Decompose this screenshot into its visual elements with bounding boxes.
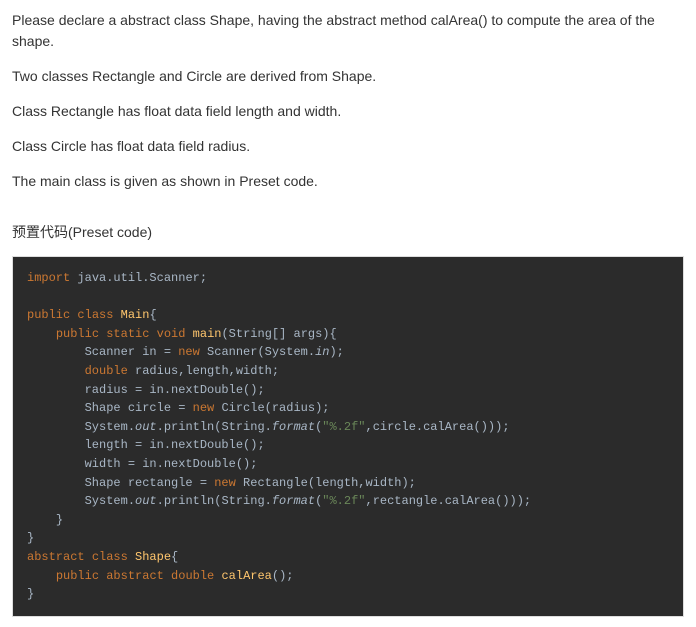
format-string: "%.2f" xyxy=(322,420,365,434)
rectangle-decl: Shape rectangle = xyxy=(85,476,215,490)
println: .println(String. xyxy=(157,494,272,508)
kw-double: double xyxy=(171,569,214,583)
kw-class: class xyxy=(77,308,113,322)
kw-new: new xyxy=(214,476,236,490)
kw-void: void xyxy=(157,327,186,341)
system-in: in xyxy=(315,345,329,359)
kw-static: static xyxy=(106,327,149,341)
calarea-sig: (); xyxy=(272,569,294,583)
kw-class: class xyxy=(92,550,128,564)
scanner-decl: Scanner in = xyxy=(85,345,179,359)
sys: System. xyxy=(85,494,135,508)
package-path: java.util.Scanner; xyxy=(77,271,207,285)
length-assign: length = in.nextDouble(); xyxy=(85,438,265,452)
format-method: format xyxy=(272,494,315,508)
circle-decl: Shape circle = xyxy=(85,401,193,415)
out-field: out xyxy=(135,420,157,434)
open-brace: { xyxy=(171,550,178,564)
kw-public: public xyxy=(56,569,99,583)
preset-code-title: 预置代码(Preset code) xyxy=(12,222,684,242)
circle-ctor: Circle(radius); xyxy=(214,401,329,415)
description-line-2: Two classes Rectangle and Circle are der… xyxy=(12,66,684,87)
code-block: import java.util.Scanner; public class M… xyxy=(12,256,684,617)
rectangle-ctor: Rectangle(length,width); xyxy=(236,476,416,490)
kw-double: double xyxy=(85,364,128,378)
circle-area-call: ,circle.calArea())); xyxy=(366,420,510,434)
kw-new: new xyxy=(193,401,215,415)
format-string: "%.2f" xyxy=(322,494,365,508)
close-brace: } xyxy=(27,587,34,601)
method-main: main xyxy=(193,327,222,341)
kw-abstract: abstract xyxy=(27,550,85,564)
method-calarea: calArea xyxy=(221,569,271,583)
println: .println(String. xyxy=(157,420,272,434)
description-line-5: The main class is given as shown in Pres… xyxy=(12,171,684,192)
kw-new: new xyxy=(178,345,200,359)
scanner-ctor: Scanner(System. xyxy=(200,345,315,359)
close-brace: } xyxy=(56,513,63,527)
format-method: format xyxy=(272,420,315,434)
radius-assign: radius = in.nextDouble(); xyxy=(85,383,265,397)
kw-import: import xyxy=(27,271,70,285)
kw-public: public xyxy=(56,327,99,341)
main-args: (String[] args){ xyxy=(221,327,336,341)
width-assign: width = in.nextDouble(); xyxy=(85,457,258,471)
class-shape: Shape xyxy=(135,550,171,564)
scanner-end: ); xyxy=(329,345,343,359)
description-line-3: Class Rectangle has float data field len… xyxy=(12,101,684,122)
class-main: Main xyxy=(121,308,150,322)
kw-abstract: abstract xyxy=(106,569,164,583)
sys: System. xyxy=(85,420,135,434)
out-field: out xyxy=(135,494,157,508)
var-list: radius,length,width; xyxy=(128,364,279,378)
close-brace: } xyxy=(27,531,34,545)
description-line-1: Please declare a abstract class Shape, h… xyxy=(12,10,684,52)
rect-area-call: ,rectangle.calArea())); xyxy=(366,494,532,508)
description-line-4: Class Circle has float data field radius… xyxy=(12,136,684,157)
kw-public: public xyxy=(27,308,70,322)
